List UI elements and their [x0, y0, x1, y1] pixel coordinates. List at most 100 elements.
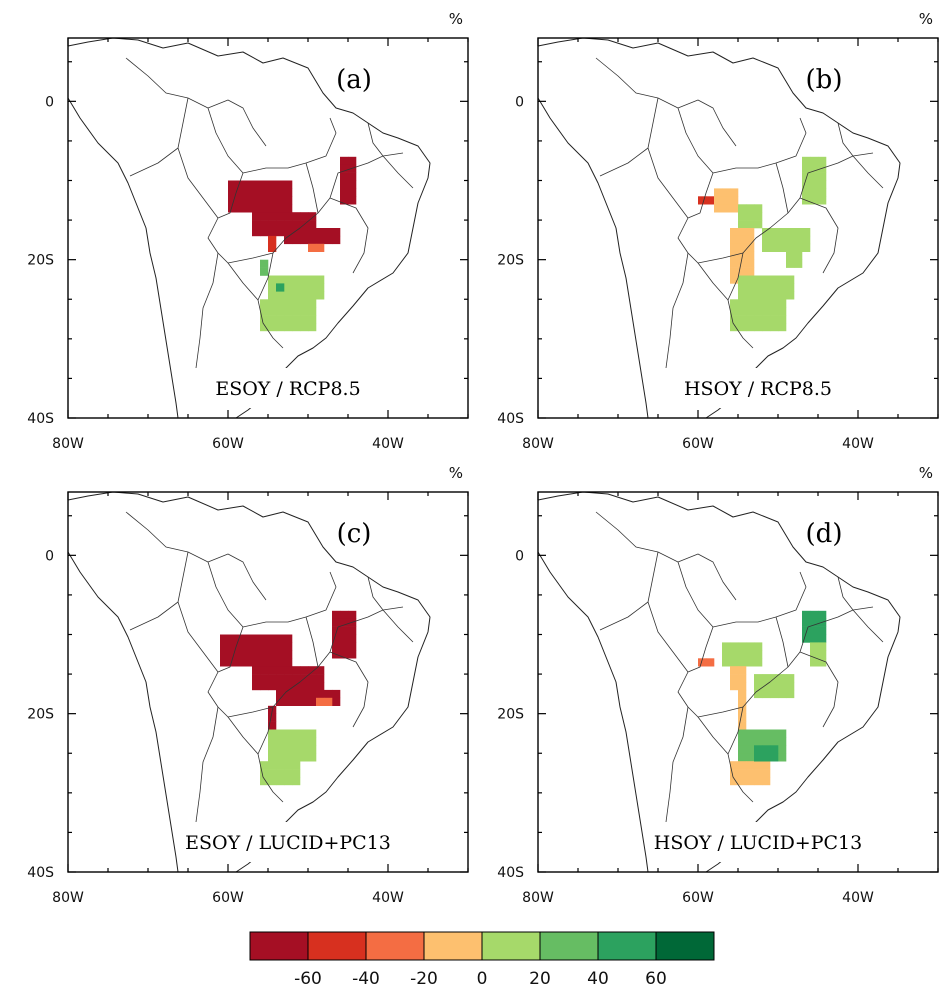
- grid-cell: [252, 212, 261, 221]
- grid-cell: [754, 283, 763, 292]
- colorbar-label: 20: [529, 969, 551, 989]
- grid-cell: [778, 323, 787, 332]
- grid-cell: [348, 164, 357, 173]
- grid-cell: [276, 650, 285, 659]
- grid-cell: [348, 156, 357, 165]
- grid-cell: [260, 761, 269, 770]
- grid-cell: [714, 188, 723, 197]
- grid-cell: [348, 610, 357, 619]
- grid-cell: [746, 212, 755, 221]
- grid-cell: [746, 761, 755, 770]
- grid-cell: [268, 243, 277, 252]
- grid-cell: [268, 228, 277, 237]
- grid-cell: [260, 212, 269, 221]
- grid-cell: [268, 275, 277, 284]
- grid-cell: [340, 610, 349, 619]
- grid-cell: [754, 689, 763, 699]
- grid-cell: [316, 228, 325, 237]
- grid-cell: [818, 196, 827, 205]
- grid-cell: [228, 658, 237, 667]
- grid-cell: [260, 188, 269, 197]
- grid-cell: [730, 307, 739, 316]
- grid-cell: [818, 642, 827, 651]
- grid-cell: [268, 323, 277, 332]
- grid-cell: [738, 658, 747, 667]
- grid-cell: [284, 769, 293, 778]
- grid-cell: [746, 658, 755, 667]
- grid-cell: [770, 753, 779, 762]
- grid-cell: [276, 769, 285, 778]
- grid-cell: [770, 307, 779, 316]
- grid-cell: [746, 267, 755, 276]
- grid-cell: [332, 697, 341, 706]
- grid-cell: [722, 650, 731, 659]
- grid-cell: [276, 745, 285, 754]
- grid-cell: [292, 235, 301, 245]
- grid-cell: [738, 307, 747, 316]
- grid-cell: [738, 729, 747, 738]
- grid-cell: [802, 164, 811, 173]
- colorbar-swatch: [597, 931, 657, 961]
- basemap-outlines: [67, 37, 431, 419]
- grid-cell: [292, 689, 301, 699]
- grid-cell: [300, 753, 309, 762]
- grid-cell: [810, 180, 819, 189]
- grid-cell: [292, 212, 301, 221]
- grid-cell: [300, 697, 309, 706]
- grid-cell: [284, 180, 293, 189]
- grid-cell: [770, 235, 779, 245]
- grid-cell: [276, 275, 285, 284]
- grid-cell: [746, 291, 755, 300]
- grid-cell: [300, 315, 309, 324]
- grid-cell: [260, 666, 269, 675]
- grid-cell: [284, 674, 293, 683]
- grid-cell: [770, 291, 779, 300]
- basemap-outlines: [537, 37, 901, 419]
- grid-cell: [762, 753, 771, 762]
- grid-cell: [746, 642, 755, 651]
- grid-cell: [818, 634, 827, 643]
- grid-cell: [770, 745, 779, 754]
- grid-cell: [786, 674, 795, 683]
- grid-cell: [260, 658, 269, 667]
- grid-cell: [754, 275, 763, 284]
- grid-cell: [786, 235, 795, 245]
- map-panel: 0 20S 40S 80W 60W 40W% (d) HSOY / LUCID+PC13: [497, 464, 939, 906]
- grid-cell: [754, 291, 763, 300]
- grid-cell: [284, 666, 293, 675]
- grid-cell: [722, 196, 731, 205]
- grid-cell: [778, 291, 787, 300]
- grid-cell: [738, 267, 747, 276]
- grid-cell: [276, 737, 285, 746]
- grid-cell: [738, 283, 747, 292]
- grid-cell: [244, 196, 253, 205]
- grid-cell: [332, 689, 341, 699]
- grid-cell: [698, 658, 707, 667]
- grid-cell: [738, 666, 747, 675]
- lon-tick-label: 80W: [52, 890, 84, 906]
- grid-cell: [738, 275, 747, 284]
- grid-cell: [300, 745, 309, 754]
- grid-cell: [276, 188, 285, 197]
- grid-cell: [260, 315, 269, 324]
- grid-cell: [762, 228, 771, 237]
- grid-cell: [308, 737, 317, 746]
- grid-cell: [308, 235, 317, 245]
- grid-cell: [260, 769, 269, 778]
- grid-cell: [730, 315, 739, 324]
- grid-cell: [292, 299, 301, 308]
- grid-cell: [292, 228, 301, 237]
- lon-tick-label: 60W: [682, 436, 714, 452]
- grid-cell: [730, 761, 739, 770]
- grid-cell: [730, 228, 739, 237]
- grid-cell: [292, 275, 301, 284]
- colorbar-label: -20: [410, 969, 438, 989]
- grid-cell: [340, 188, 349, 197]
- grid-cell: [316, 697, 325, 706]
- grid-cell: [794, 235, 803, 245]
- grid-cell: [284, 658, 293, 667]
- lon-tick-label: 60W: [682, 890, 714, 906]
- grid-cell: [810, 658, 819, 667]
- grid-cell: [754, 737, 763, 746]
- grid-cell: [818, 610, 827, 619]
